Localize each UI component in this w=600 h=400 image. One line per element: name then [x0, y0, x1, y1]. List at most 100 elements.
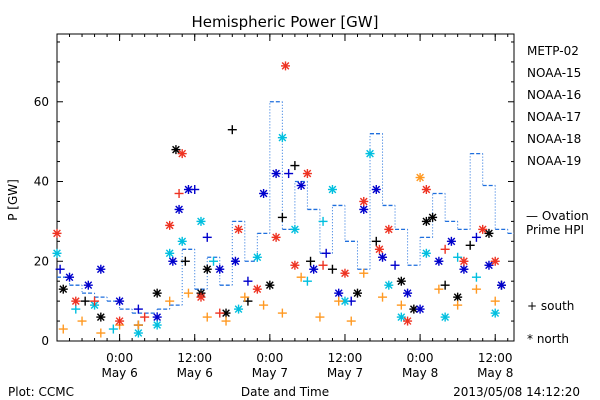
x-tick-date-label: May 6: [101, 366, 137, 380]
marker-stroke: [460, 257, 468, 266]
marker-stroke: [59, 285, 68, 294]
data-point: [183, 288, 193, 298]
marker-stroke: [84, 281, 93, 290]
data-point: [409, 304, 419, 314]
marker-stroke: [259, 189, 268, 198]
data-point: [265, 280, 275, 290]
marker-stroke: [485, 229, 493, 238]
data-point: [230, 256, 240, 266]
legend-entry: NOAA-18: [527, 132, 581, 146]
data-point: [453, 300, 463, 310]
marker-stroke: [375, 245, 384, 254]
data-point: [340, 268, 350, 278]
marker-stroke: [328, 185, 337, 194]
data-point: [58, 284, 68, 294]
data-point: [168, 256, 178, 266]
marker-stroke: [203, 265, 212, 274]
data-point: [415, 304, 425, 314]
marker-stroke: [291, 261, 299, 270]
data-point: [334, 288, 344, 298]
data-point: [115, 296, 125, 306]
x-tick-label: 12:00: [478, 351, 513, 365]
marker-stroke: [422, 249, 431, 258]
marker-stroke: [281, 62, 290, 70]
data-point: [446, 236, 456, 246]
marker-stroke: [53, 249, 61, 258]
legend-entry: METP-02: [527, 44, 579, 58]
x-tick-date-label: May 6: [177, 366, 213, 380]
data-point: [378, 292, 388, 302]
data-point: [318, 216, 328, 226]
data-point: [196, 216, 206, 226]
legend-south: + south: [527, 299, 574, 313]
data-point: [271, 232, 281, 242]
legend-ovation-line2: Prime HPI: [526, 223, 584, 237]
data-point: [365, 149, 375, 159]
marker-stroke: [165, 249, 174, 258]
data-point: [327, 184, 337, 194]
legend-ovation: — Ovation: [526, 209, 589, 223]
data-point: [281, 61, 290, 71]
data-point: [290, 161, 300, 171]
marker-stroke: [491, 257, 500, 266]
data-point: [378, 252, 388, 262]
marker-stroke: [416, 305, 424, 313]
data-point: [384, 224, 394, 234]
data-point: [296, 272, 306, 282]
marker-stroke: [372, 185, 381, 194]
marker-stroke: [341, 269, 349, 278]
data-point: [396, 276, 406, 286]
data-point: [240, 292, 250, 302]
legend-north: * north: [527, 332, 569, 346]
data-point: [259, 188, 269, 198]
legend-entry: NOAA-15: [527, 66, 581, 80]
marker-stroke: [309, 265, 318, 274]
data-point: [321, 248, 331, 258]
data-point: [165, 220, 175, 230]
data-point: [152, 320, 162, 330]
data-point: [371, 184, 381, 194]
data-point: [108, 324, 118, 334]
data-point: [52, 248, 62, 258]
data-point: [96, 264, 106, 274]
data-point: [271, 169, 281, 179]
marker-stroke: [341, 297, 349, 305]
data-point: [471, 232, 481, 242]
data-point: [496, 280, 506, 290]
y-tick-label: 60: [34, 95, 49, 109]
data-point: [440, 280, 450, 290]
marker-stroke: [353, 289, 362, 298]
data-point: [190, 184, 200, 194]
marker-stroke: [96, 313, 105, 321]
plot-frame: [56, 33, 515, 342]
data-point: [290, 260, 300, 270]
data-point: [315, 312, 325, 322]
data-point: [133, 320, 143, 330]
marker-stroke: [422, 185, 431, 194]
data-point: [421, 216, 431, 226]
legend-entry: NOAA-19: [527, 154, 581, 168]
marker-stroke: [197, 217, 205, 226]
data-point: [434, 284, 444, 294]
marker-stroke: [153, 313, 162, 321]
data-point: [174, 188, 184, 198]
data-point: [484, 260, 494, 270]
marker-stroke: [265, 281, 274, 290]
data-point: [96, 328, 106, 338]
data-point: [440, 312, 450, 322]
marker-stroke: [460, 265, 468, 274]
marker-stroke: [253, 285, 262, 294]
data-point: [202, 264, 212, 274]
legend-entry: NOAA-16: [527, 88, 581, 102]
legend: METP-02 NOAA-15 NOAA-16 NOAA-17 NOAA-18 NOAA-…: [526, 44, 589, 237]
data-point: [309, 264, 319, 274]
data-point: [403, 316, 413, 326]
marker-stroke: [403, 317, 412, 325]
data-point: [277, 133, 287, 143]
data-point: [403, 288, 413, 298]
marker-stroke: [435, 257, 443, 266]
marker-stroke: [297, 181, 306, 190]
data-point: [133, 328, 143, 338]
